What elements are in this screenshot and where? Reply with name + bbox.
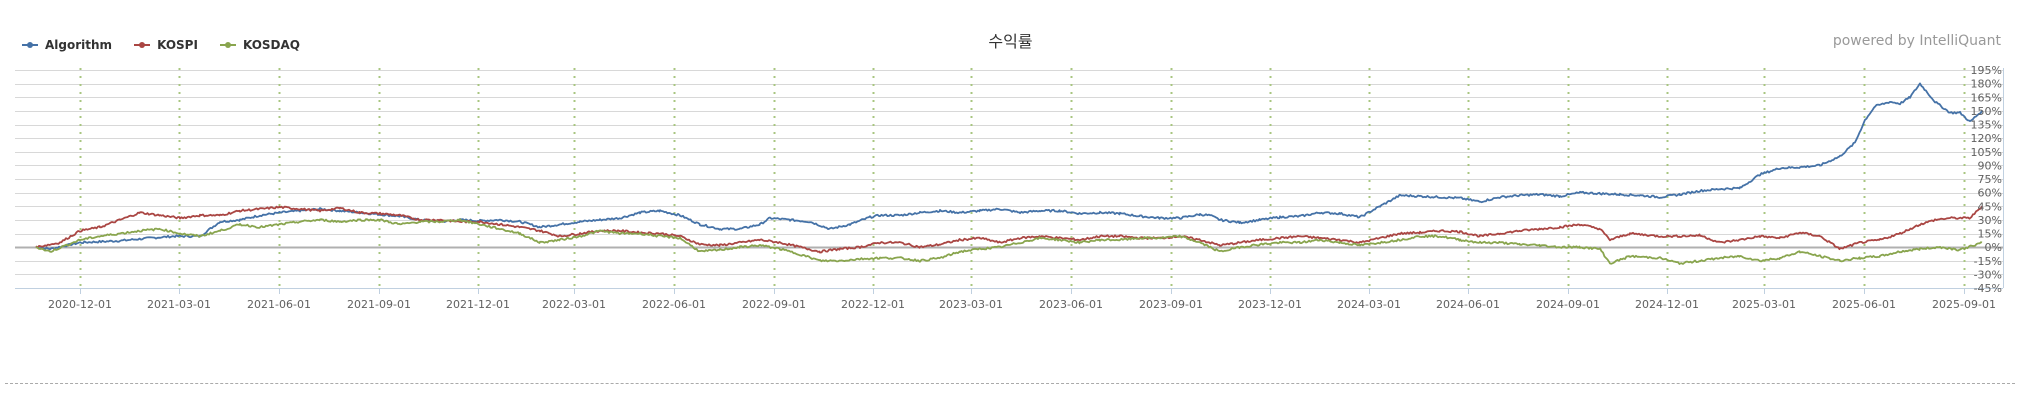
x-tick-label: 2021-06-01 <box>247 298 311 311</box>
x-tick-label: 2023-03-01 <box>939 298 1003 311</box>
series-line-kosdaq <box>35 218 1983 266</box>
y-tick-label: 0% <box>1985 241 2002 254</box>
legend-item-algorithm[interactable]: Algorithm <box>22 38 112 52</box>
x-tick-label: 2020-12-01 <box>48 298 112 311</box>
x-tick-label: 2022-12-01 <box>841 298 905 311</box>
x-tick-label: 2024-06-01 <box>1436 298 1500 311</box>
y-tick-label: 165% <box>1971 91 2002 104</box>
horizontal-gridlines <box>15 70 2003 289</box>
section-divider <box>5 383 2015 384</box>
x-tick-label: 2021-12-01 <box>446 298 510 311</box>
legend-item-kospi[interactable]: KOSPI <box>134 38 198 52</box>
line-chart: 195%180%165%150%135%120%105%90%75%60%45%… <box>15 64 2004 311</box>
y-tick-label: -45% <box>1974 282 2002 295</box>
y-tick-label: 75% <box>1978 173 2002 186</box>
x-tick-label: 2022-09-01 <box>742 298 806 311</box>
y-tick-label: 45% <box>1978 200 2002 213</box>
chart-title: 수익률 <box>988 32 1033 51</box>
legend-line-marker-icon <box>219 42 236 48</box>
x-tick-label: 2022-03-01 <box>542 298 606 311</box>
x-tick-label: 2024-09-01 <box>1536 298 1600 311</box>
x-tick-label: 2023-12-01 <box>1238 298 1302 311</box>
vertical-gridlines <box>79 68 1966 288</box>
y-tick-label: -30% <box>1974 268 2002 281</box>
y-axis-labels: 195%180%165%150%135%120%105%90%75%60%45%… <box>1971 64 2002 295</box>
x-tick-label: 2023-06-01 <box>1039 298 1103 311</box>
y-tick-label: 30% <box>1978 214 2002 227</box>
data-series <box>35 82 1983 266</box>
series-line-algorithm <box>35 82 1983 251</box>
y-tick-label: 15% <box>1978 228 2002 241</box>
legend-label: Algorithm <box>45 38 113 52</box>
x-tick-label: 2025-09-01 <box>1932 298 1996 311</box>
x-tick-label: 2021-09-01 <box>347 298 411 311</box>
legend-label: KOSPI <box>157 38 198 52</box>
x-tick-label: 2023-09-01 <box>1139 298 1203 311</box>
y-tick-label: 150% <box>1971 105 2002 118</box>
x-tick-label: 2022-06-01 <box>642 298 706 311</box>
x-tick-label: 2024-12-01 <box>1635 298 1699 311</box>
x-tick-label: 2025-03-01 <box>1732 298 1796 311</box>
y-tick-label: 180% <box>1971 78 2002 91</box>
legend-label: KOSDAQ <box>242 38 300 52</box>
y-tick-label: 120% <box>1971 132 2002 145</box>
y-tick-label: 105% <box>1971 146 2002 159</box>
x-tick-label: 2024-03-01 <box>1337 298 1401 311</box>
legend-item-kosdaq[interactable]: KOSDAQ <box>219 38 300 52</box>
y-tick-label: 195% <box>1971 64 2002 77</box>
series-line-kospi <box>35 205 1983 254</box>
x-tick-label: 2021-03-01 <box>147 298 211 311</box>
x-tick-label: 2025-06-01 <box>1832 298 1896 311</box>
y-tick-label: 90% <box>1978 159 2002 172</box>
legend-line-marker-icon <box>134 42 151 48</box>
chart-legend: Algorithm KOSPI KOSDAQ <box>22 38 300 52</box>
y-tick-label: 60% <box>1978 187 2002 200</box>
y-tick-label: 135% <box>1971 119 2002 132</box>
axes <box>15 68 2004 294</box>
y-tick-label: -15% <box>1974 255 2002 268</box>
x-axis-labels: 2020-12-01 2021-03-01 2021-06-01 2021-09-01… <box>48 298 1996 311</box>
legend-line-marker-icon <box>22 42 38 48</box>
credit-link[interactable]: powered by IntelliQuant <box>1832 33 2001 49</box>
